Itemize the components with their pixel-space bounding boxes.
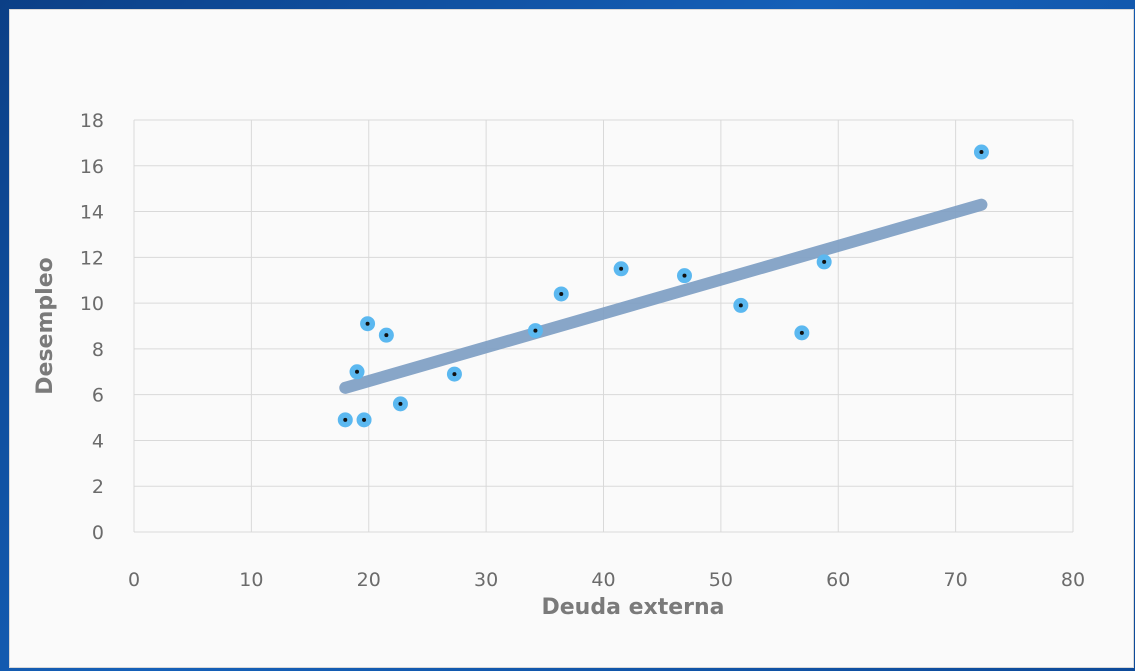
y-tick-label: 16 [80,156,104,178]
data-point-center [559,291,564,296]
data-point-center [398,401,403,406]
data-point-center [533,328,538,333]
x-tick-label: 30 [474,569,498,591]
x-tick-labels: 0 10 20 30 40 50 60 70 80 [128,569,1085,591]
data-point [527,323,543,339]
data-point-center [979,150,984,155]
y-tick-label: 14 [80,202,104,224]
data-point-center [822,259,827,264]
data-point-center [355,369,360,374]
x-axis-title: Deuda externa [541,595,724,620]
y-tick-label: 18 [80,110,104,132]
y-tick-label: 2 [92,476,104,498]
data-point-center [799,330,804,335]
x-tick-label: 40 [591,569,615,591]
data-points [337,144,989,428]
data-point [446,366,462,382]
data-point [553,286,569,302]
data-point [360,316,376,332]
y-tick-labels: 0 2 4 6 8 10 12 14 16 18 [80,110,104,544]
data-point-center [452,372,457,377]
data-point [378,327,394,343]
x-tick-label: 10 [239,569,263,591]
data-point [337,412,353,428]
y-tick-label: 10 [80,293,104,315]
data-point-center [384,333,389,338]
x-tick-label: 0 [128,569,140,591]
x-tick-label: 80 [1061,569,1085,591]
x-tick-label: 50 [709,569,733,591]
data-point [733,297,749,313]
y-tick-label: 6 [92,385,104,407]
data-point [349,364,365,380]
x-tick-label: 70 [944,569,968,591]
data-point [356,412,372,428]
y-axis-title: Desempleo [33,257,58,394]
trendline-layer [339,198,988,394]
y-tick-label: 8 [92,339,104,361]
data-point-center [682,273,687,278]
data-point [816,254,832,270]
y-tick-label: 4 [92,430,104,452]
trendline [339,198,988,394]
y-tick-label: 12 [80,247,104,269]
data-point-center [619,266,624,271]
grid [133,119,1074,533]
data-point [613,261,629,277]
y-tick-label: 0 [92,522,104,544]
data-point-center [738,303,743,308]
data-point-center [362,417,367,422]
x-tick-label: 20 [357,569,381,591]
data-point [676,268,692,284]
data-point [392,396,408,412]
data-point [794,325,810,341]
data-point-center [365,321,370,326]
data-point-center [343,417,348,422]
x-tick-label: 60 [826,569,850,591]
data-point [973,144,989,160]
